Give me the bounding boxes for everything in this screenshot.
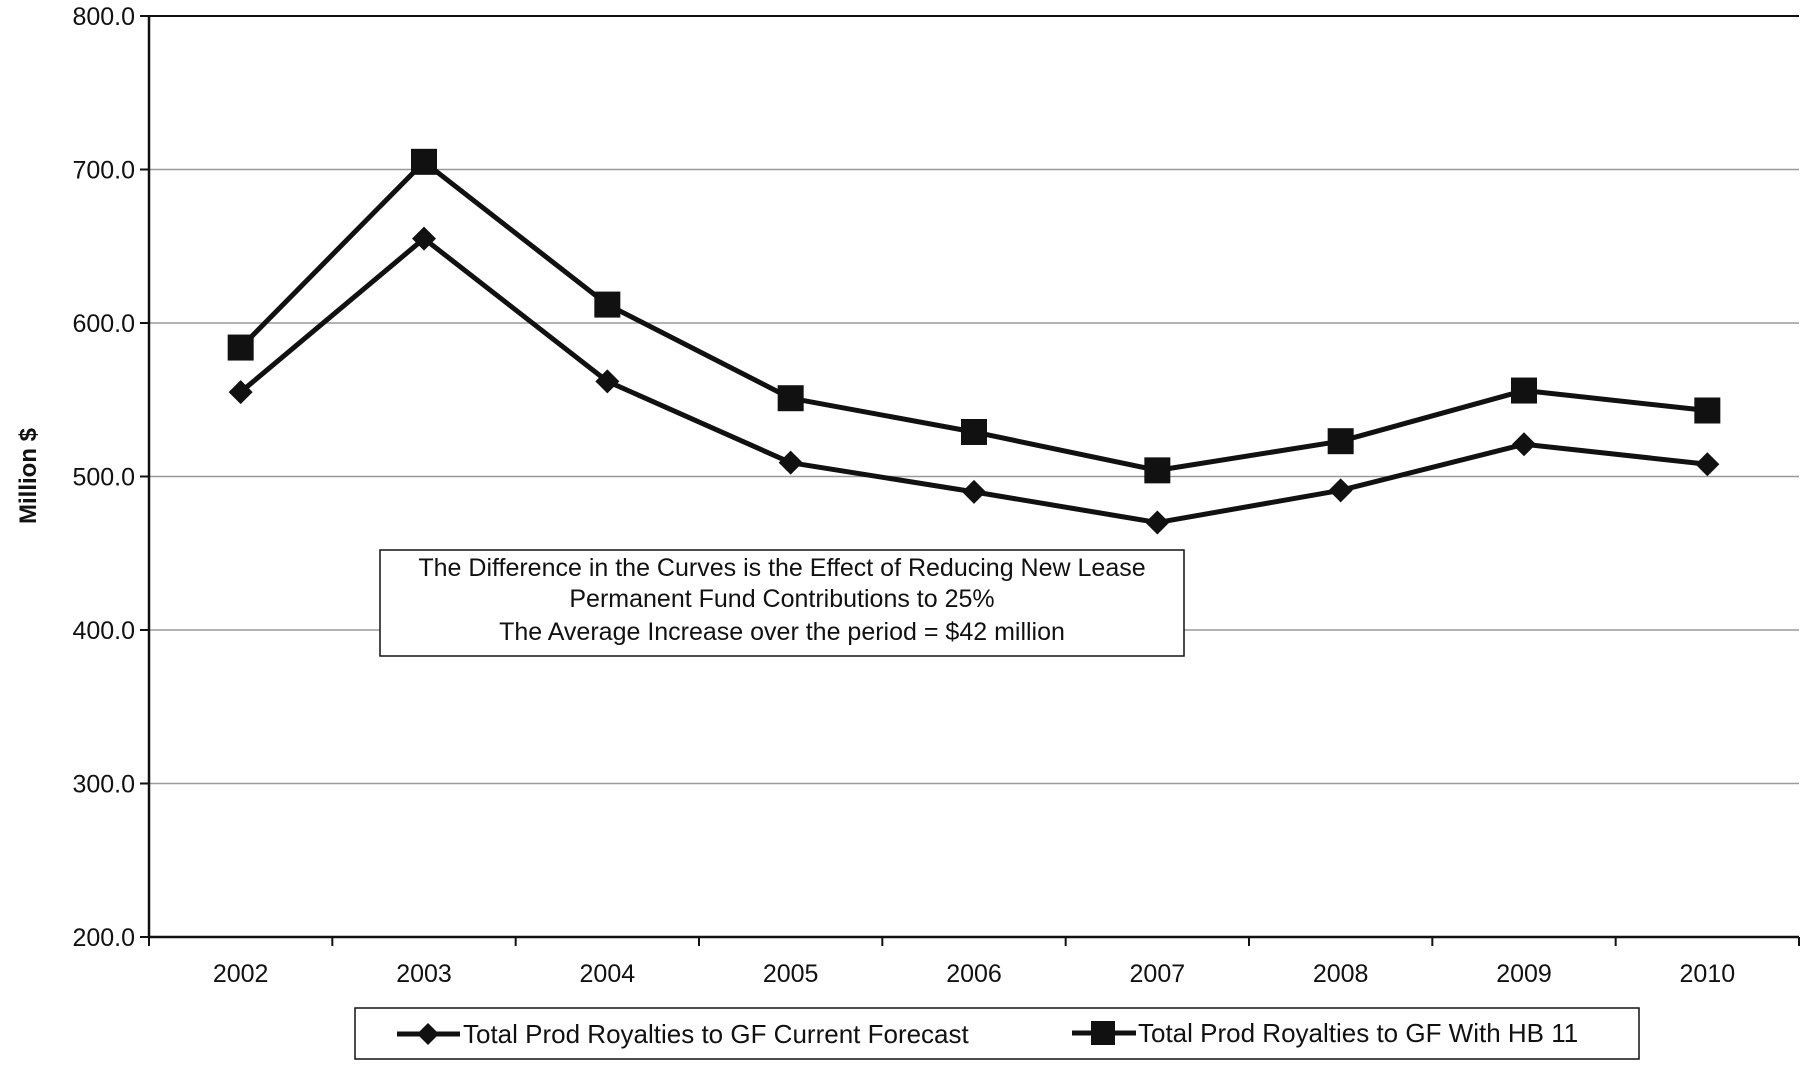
y-tick-label: 400.0 [72, 617, 135, 645]
series-1 [228, 226, 1720, 535]
data-point-square [1144, 457, 1171, 484]
data-point-square [961, 418, 987, 445]
data-point-diamond [228, 380, 253, 405]
annotation-line-3: The Average Increase over the period = $… [499, 618, 1065, 646]
y-tick-label: 600.0 [72, 310, 135, 338]
legend-item-with-hb11: Total Prod Royalties to GF With HB 11 [1072, 1018, 1578, 1048]
data-point-square [777, 385, 804, 412]
x-tick-label: 2003 [396, 960, 452, 988]
y-axis-title: Million $ [15, 427, 42, 524]
data-point-square [1327, 428, 1354, 455]
y-tick-label: 200.0 [72, 924, 135, 952]
legend: Total Prod Royalties to GF Current Forec… [354, 1007, 1640, 1060]
x-tick-label: 2002 [213, 960, 269, 988]
data-point-square [594, 291, 621, 318]
y-tick-label: 300.0 [72, 771, 135, 799]
series-layer [227, 148, 1721, 535]
x-tick-label: 2006 [946, 960, 1002, 988]
data-point-square [411, 148, 437, 175]
x-tick-label: 2010 [1680, 960, 1736, 988]
data-point-diamond [1695, 452, 1720, 477]
x-tick-label: 2005 [763, 960, 819, 988]
data-point-diamond [962, 479, 986, 504]
x-tick-label: 2009 [1496, 960, 1552, 988]
legend-box [354, 1007, 1640, 1060]
data-point-diamond [412, 226, 436, 251]
data-point-diamond [595, 369, 620, 394]
annotation-line-1: The Difference in the Curves is the Effe… [418, 554, 1145, 582]
x-tick-label: 2007 [1130, 960, 1186, 988]
annotation-line-2: Permanent Fund Contributions to 25% [569, 585, 994, 613]
legend-diamond-marker [417, 1023, 439, 1045]
legend-label-current-forecast: Total Prod Royalties to GF Current Forec… [463, 1019, 970, 1049]
data-point-square [1694, 397, 1721, 424]
data-point-diamond [1145, 510, 1170, 535]
y-tick-label: 700.0 [72, 157, 135, 185]
y-axis-ticks: 800.0 700.0 600.0 500.0 400.0 300.0 200.0 [72, 3, 149, 952]
x-tick-label: 2004 [580, 960, 636, 988]
data-point-square [1511, 377, 1537, 404]
data-point-diamond [778, 450, 803, 475]
legend-label-with-hb11: Total Prod Royalties to GF With HB 11 [1138, 1018, 1578, 1048]
legend-item-current-forecast: Total Prod Royalties to GF Current Forec… [397, 1019, 970, 1049]
y-tick-label: 800.0 [72, 3, 135, 31]
x-tick-label: 2008 [1313, 960, 1369, 988]
series-2 [227, 148, 1721, 484]
data-point-diamond [1512, 432, 1536, 457]
data-point-diamond [1328, 478, 1353, 503]
data-point-square [227, 334, 254, 361]
legend-square-marker [1091, 1021, 1115, 1045]
x-axis-ticks: 2002 2003 2004 2005 2006 2007 2008 2009 2010 [148, 937, 1800, 988]
y-tick-label: 500.0 [72, 464, 135, 492]
annotation-box: The Difference in the Curves is the Effe… [379, 549, 1185, 657]
